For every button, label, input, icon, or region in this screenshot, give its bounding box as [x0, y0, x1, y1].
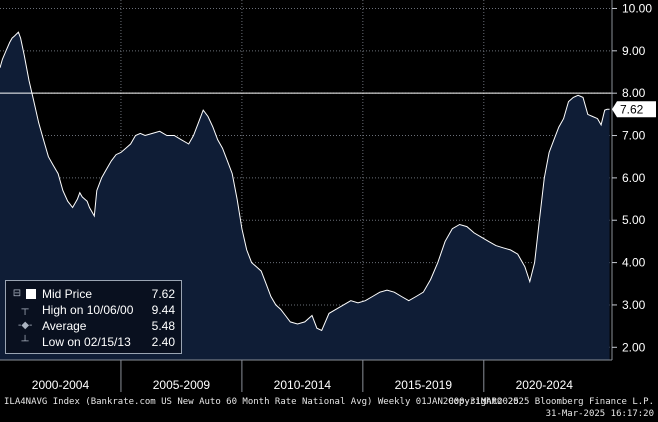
x-tick-label: 2020-2024: [516, 378, 574, 392]
x-tick-label: 2000-2004: [32, 378, 90, 392]
legend-high-value: 9.44: [151, 303, 175, 317]
footer-timestamp: 31-Mar-2025 16:17:20: [545, 409, 654, 419]
x-axis: 2000-2004 2005-2009 2010-2014 2015-2019 2020…: [0, 359, 612, 392]
y-tick-label: 9.00: [622, 44, 646, 58]
y-tick-label: 8.00: [622, 86, 646, 100]
y-tick-label: 5.00: [622, 213, 646, 227]
average-marker-icon: -◆-: [18, 320, 33, 331]
legend-row-mid: ⊟ Mid Price 7.62: [12, 286, 175, 302]
legend-row-low: ┴ Low on 02/15/13 2.40: [12, 334, 175, 350]
legend-avg-label: Average: [42, 319, 87, 333]
last-value-label: 7.62: [620, 102, 644, 116]
high-marker-icon: ┬: [21, 304, 29, 315]
y-tick-label: 10.00: [622, 1, 652, 15]
legend-row-average: -◆- Average 5.48: [12, 318, 175, 334]
collapse-icon[interactable]: ⊟: [12, 288, 22, 299]
legend-low-label: Low on 02/15/13: [42, 335, 131, 349]
y-tick-label: 6.00: [622, 171, 646, 185]
y-axis: 2.00 3.00 4.00 5.00 6.00 7.00 8.00 9.00 10.00: [611, 0, 652, 360]
x-tick-label: 2015-2019: [395, 378, 453, 392]
legend-row-high: ┬ High on 10/06/00 9.44: [12, 302, 175, 318]
mid-price-swatch: [26, 289, 36, 299]
x-tick-label: 2010-2014: [274, 378, 332, 392]
low-marker-icon: ┴: [21, 336, 29, 347]
y-tick-label: 7.00: [622, 129, 646, 143]
x-tick-label: 2005-2009: [153, 378, 211, 392]
legend-high-label: High on 10/06/00: [42, 303, 134, 317]
series-area: [0, 32, 610, 360]
legend-avg-value: 5.48: [151, 319, 175, 333]
legend-mid-value: 7.62: [151, 287, 175, 301]
footer-copyright: Copyright© 2025 Bloomberg Finance L.P.: [448, 397, 654, 407]
y-tick-label: 2.00: [622, 340, 646, 354]
legend-mid-label: Mid Price: [42, 287, 93, 301]
y-tick-label: 4.00: [622, 256, 646, 270]
legend: ⊟ Mid Price 7.62 ┬ High on 10/06/00 9.44…: [5, 280, 182, 354]
legend-low-value: 2.40: [151, 335, 175, 349]
y-tick-label: 3.00: [622, 298, 646, 312]
series-line: [0, 31, 610, 332]
last-value-tag-group: 7.62: [612, 101, 656, 118]
footer-source: ILA4NAVG Index (Bankrate.com US New Auto…: [4, 397, 519, 407]
last-value-tag: [612, 101, 656, 118]
